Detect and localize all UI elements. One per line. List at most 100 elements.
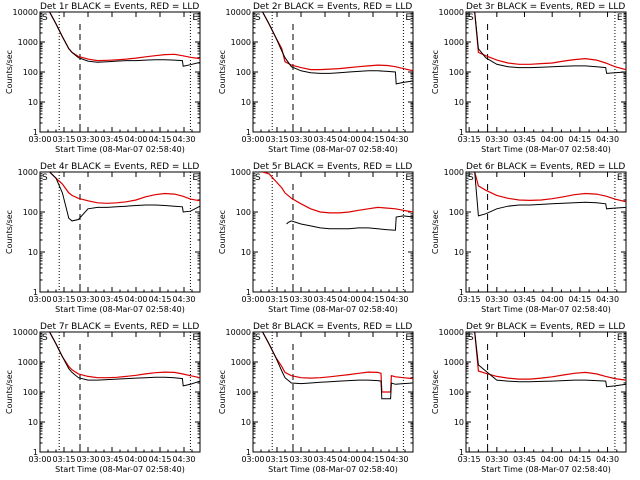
start-marker: S bbox=[42, 173, 48, 183]
x-tick-label: 03:00 bbox=[241, 135, 264, 144]
lld-series-line bbox=[49, 12, 200, 62]
y-tick-label: 1 bbox=[459, 128, 464, 137]
y-tick-label: 1 bbox=[459, 288, 464, 297]
detector-chart-5: Det 5r BLACK = Events, RED = LLD 1 10 100 10… bbox=[218, 162, 414, 314]
lld-series-line bbox=[262, 332, 413, 393]
plot-area bbox=[49, 332, 200, 452]
x-tick-label: 03:45 bbox=[313, 295, 336, 304]
y-tick-label: 10000 bbox=[439, 8, 464, 17]
x-tick-label: 03:00 bbox=[28, 295, 51, 304]
y-tick-label: 10 bbox=[241, 248, 251, 257]
start-marker: S bbox=[42, 333, 48, 343]
x-tick-label: 03:15 bbox=[265, 295, 288, 304]
y-tick-label: 100 bbox=[236, 208, 251, 217]
end-marker: E bbox=[617, 333, 623, 343]
y-axis-label: Counts/sec bbox=[218, 370, 227, 414]
events-series-line bbox=[474, 12, 626, 74]
y-tick-label: 10 bbox=[28, 98, 38, 107]
chart-title: Det 7r BLACK = Events, RED = LLD bbox=[40, 322, 199, 332]
detector-chart-4: Det 4r BLACK = Events, RED = LLD 1 10 100 10… bbox=[5, 162, 201, 314]
lld-series-line bbox=[474, 12, 626, 71]
x-tick-label: 03:30 bbox=[76, 455, 99, 464]
x-tick-label: 04:30 bbox=[596, 295, 619, 304]
y-axis-label: Counts/sec bbox=[431, 210, 440, 254]
y-tick-label: 10000 bbox=[226, 8, 251, 17]
chart-title: Det 4r BLACK = Events, RED = LLD bbox=[40, 162, 199, 172]
x-tick-label: 04:00 bbox=[337, 295, 360, 304]
x-tick-label: 04:00 bbox=[541, 455, 564, 464]
x-tick-label: 03:30 bbox=[76, 295, 99, 304]
chart-title: Det 9r BLACK = Events, RED = LLD bbox=[466, 322, 625, 332]
y-axis: 1 10 100 1000 10000 bbox=[439, 328, 626, 457]
events-series-line bbox=[262, 332, 413, 400]
plot-frame bbox=[465, 331, 627, 453]
y-tick-label: 1000 bbox=[444, 168, 464, 177]
x-axis: 03:00 03:15 03:30 03:45 04:00 04:15 04:30 bbox=[241, 332, 414, 464]
plot-frame bbox=[252, 171, 414, 293]
x-tick-label: 04:00 bbox=[124, 455, 147, 464]
y-axis: 1 10 100 1000 10000 bbox=[13, 328, 200, 457]
x-tick-label: 03:45 bbox=[100, 135, 123, 144]
detector-chart-3: Det 3r BLACK = Events, RED = LLD 1 10 100 10… bbox=[431, 2, 627, 154]
events-series-line bbox=[474, 332, 626, 388]
y-tick-label: 10 bbox=[28, 248, 38, 257]
x-axis: 03:15 03:30 03:45 04:00 04:15 04:30 bbox=[458, 12, 627, 144]
plot-frame bbox=[465, 171, 627, 293]
x-tick-label: 03:15 bbox=[52, 295, 75, 304]
lld-series-line bbox=[474, 332, 626, 381]
x-tick-label: 04:30 bbox=[385, 295, 408, 304]
x-tick-label: 04:00 bbox=[337, 455, 360, 464]
y-tick-label: 10000 bbox=[13, 8, 38, 17]
y-axis: 1 10 100 1000 bbox=[231, 168, 413, 297]
y-tick-label: 10 bbox=[241, 98, 251, 107]
events-series-line bbox=[474, 172, 626, 217]
y-axis: 1 10 100 1000 10000 bbox=[13, 8, 200, 137]
x-tick-label: 04:30 bbox=[596, 135, 619, 144]
y-tick-label: 10 bbox=[454, 98, 464, 107]
plot-area bbox=[262, 332, 413, 452]
lld-series-line bbox=[474, 172, 626, 203]
x-tick-label: 03:45 bbox=[313, 455, 336, 464]
x-axis-label: Start Time (08-Mar-07 02:58:40) bbox=[268, 145, 398, 154]
x-tick-label: 03:00 bbox=[241, 295, 264, 304]
x-tick-label: 03:30 bbox=[289, 455, 312, 464]
x-tick-label: 03:00 bbox=[241, 455, 264, 464]
detector-chart-9: Det 9r BLACK = Events, RED = LLD 1 10 100 10… bbox=[431, 322, 627, 474]
y-axis-label: Counts/sec bbox=[218, 210, 227, 254]
x-axis: 03:00 03:15 03:30 03:45 04:00 04:15 04:30 bbox=[241, 12, 414, 144]
y-tick-label: 1000 bbox=[18, 38, 38, 47]
detector-chart-8: Det 8r BLACK = Events, RED = LLD 1 10 100 10… bbox=[218, 322, 414, 474]
chart-title: Det 1r BLACK = Events, RED = LLD bbox=[40, 2, 199, 12]
x-tick-label: 03:45 bbox=[100, 455, 123, 464]
plot-area bbox=[262, 12, 413, 132]
start-marker: S bbox=[255, 13, 261, 23]
x-tick-label: 03:30 bbox=[289, 135, 312, 144]
x-tick-label: 03:00 bbox=[28, 135, 51, 144]
x-tick-label: 04:00 bbox=[337, 135, 360, 144]
y-tick-label: 1 bbox=[33, 288, 38, 297]
x-axis: 03:15 03:30 03:45 04:00 04:15 04:30 bbox=[458, 172, 627, 304]
plot-frame bbox=[39, 171, 201, 293]
chart-title: Det 8r BLACK = Events, RED = LLD bbox=[253, 322, 412, 332]
start-marker: S bbox=[468, 173, 474, 183]
events-series-line bbox=[49, 172, 200, 222]
x-tick-label: 03:15 bbox=[265, 455, 288, 464]
y-axis-label: Counts/sec bbox=[5, 50, 14, 94]
y-tick-label: 10000 bbox=[439, 328, 464, 337]
x-tick-label: 04:15 bbox=[148, 455, 171, 464]
y-axis-label: Counts/sec bbox=[5, 370, 14, 414]
x-tick-label: 04:30 bbox=[385, 135, 408, 144]
y-axis: 1 10 100 1000 bbox=[18, 168, 200, 297]
end-marker: E bbox=[405, 173, 411, 183]
end-marker: E bbox=[405, 13, 411, 23]
x-tick-label: 04:00 bbox=[124, 295, 147, 304]
x-tick-label: 04:00 bbox=[541, 135, 564, 144]
end-marker: E bbox=[405, 333, 411, 343]
x-tick-label: 03:15 bbox=[265, 135, 288, 144]
x-tick-label: 03:30 bbox=[485, 295, 508, 304]
plot-area bbox=[262, 172, 413, 292]
y-tick-label: 100 bbox=[236, 388, 251, 397]
y-tick-label: 1000 bbox=[18, 358, 38, 367]
x-axis: 03:15 03:30 03:45 04:00 04:15 04:30 bbox=[458, 332, 627, 464]
